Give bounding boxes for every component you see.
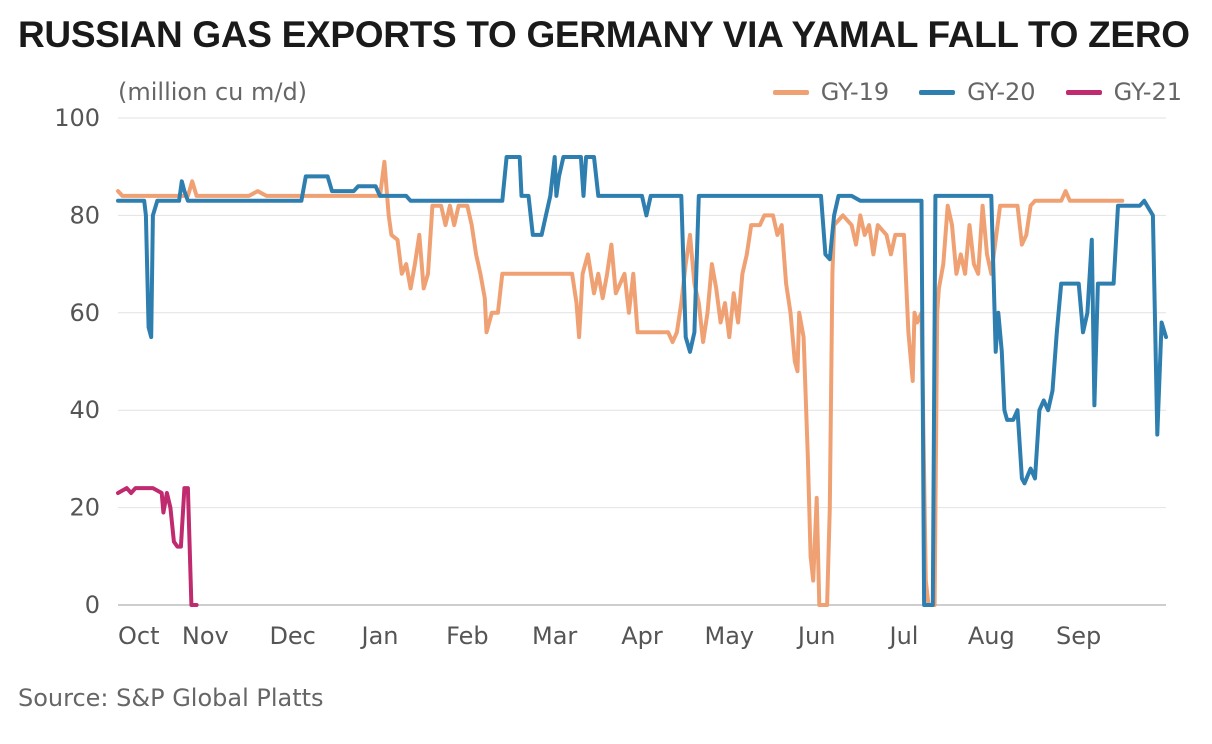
x-tick-label: Dec: [269, 622, 315, 650]
x-tick-label: Jul: [888, 622, 919, 650]
legend-label-gy-20: GY-20: [967, 78, 1036, 106]
legend-item-gy-21: GY-21: [1065, 78, 1182, 106]
x-tick-label: Nov: [182, 622, 229, 650]
y-tick-label: 100: [54, 104, 100, 132]
x-tick-label: Aug: [968, 622, 1015, 650]
y-tick-label: 20: [69, 494, 100, 522]
legend-item-gy-19: GY-19: [772, 78, 890, 106]
series-line-gy-21: [116, 486, 199, 607]
legend-label-gy-21: GY-21: [1113, 78, 1182, 106]
legend: GY-19 GY-20 GY-21: [772, 78, 1182, 106]
x-axis-ticks: Oct Nov Dec Jan Feb Mar Apr May Jun Jul Aug Sep: [118, 622, 1101, 650]
legend-item-gy-20: GY-20: [919, 78, 1036, 106]
series-line-gy-19: [116, 159, 1125, 607]
y-tick-label: 0: [85, 591, 100, 619]
legend-swatch-gy-21: [1065, 89, 1102, 95]
y-tick-label: 80: [69, 201, 100, 229]
y-axis-ticks: 0 20 40 60 80 100: [54, 104, 100, 619]
x-tick-label: May: [705, 622, 755, 650]
legend-swatch-gy-19: [772, 89, 809, 95]
x-tick-label: Mar: [532, 622, 577, 650]
gridlines: [118, 117, 1166, 606]
chart-title: RUSSIAN GAS EXPORTS TO GERMANY VIA YAMAL…: [18, 14, 1190, 55]
x-tick-label: Sep: [1056, 622, 1101, 650]
x-tick-label: Apr: [621, 622, 663, 650]
y-tick-label: 40: [69, 396, 100, 424]
x-tick-label: Oct: [118, 622, 160, 650]
x-tick-label: Feb: [446, 622, 489, 650]
source-note: Source: S&P Global Platts: [18, 684, 324, 712]
x-tick-label: Jan: [360, 622, 399, 650]
x-tick-label: Jun: [796, 622, 836, 650]
unit-label: (million cu m/d): [118, 78, 308, 106]
legend-swatch-gy-20: [919, 89, 956, 95]
series-lines: [116, 155, 1168, 607]
legend-label-gy-19: GY-19: [820, 78, 890, 106]
y-tick-label: 60: [69, 299, 100, 327]
series-line-gy-20: [116, 155, 1168, 607]
